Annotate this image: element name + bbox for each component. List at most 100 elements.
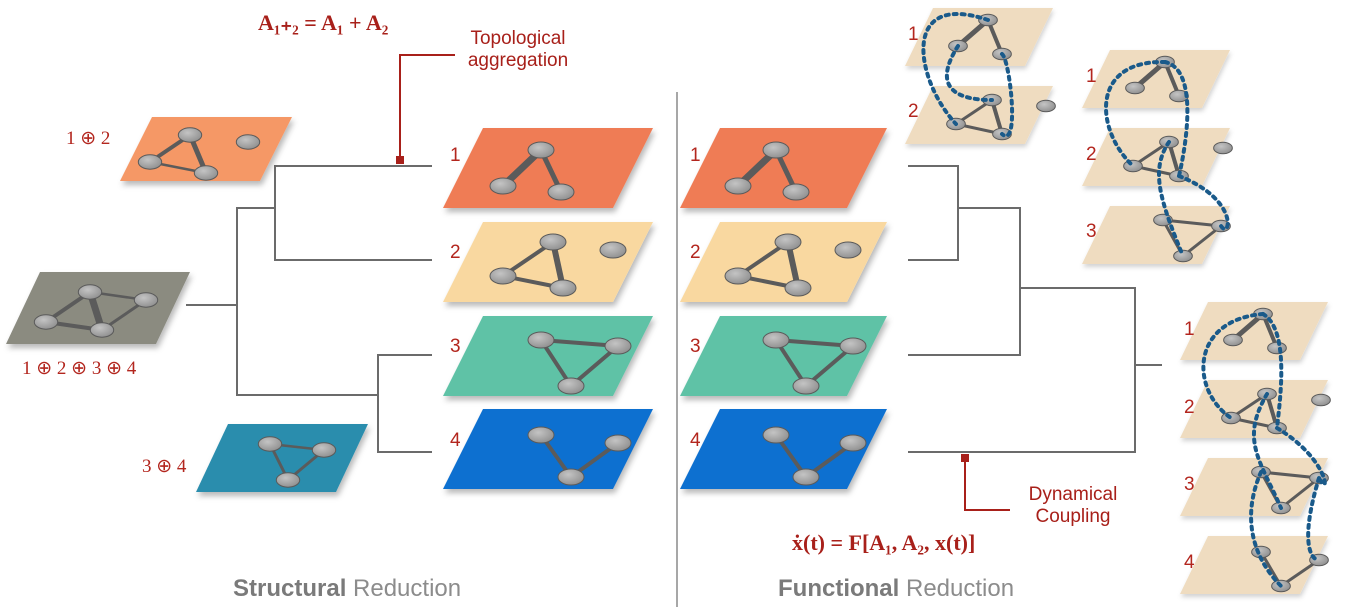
merged-label-12: 1 ⊕ 2 xyxy=(66,128,110,149)
structural-layer-label-4: 4 xyxy=(450,430,461,451)
network-node xyxy=(762,426,790,444)
functional-caption: Functional Reduction xyxy=(778,575,1014,602)
stack12-label-1: 1 xyxy=(908,24,919,45)
network-node xyxy=(1311,393,1331,407)
network-node xyxy=(257,436,283,452)
network-edge xyxy=(1279,476,1321,510)
network-node xyxy=(1267,341,1287,355)
network-node xyxy=(762,331,790,349)
merged-label-1234: 1 ⊕ 2 ⊕ 3 ⊕ 4 xyxy=(22,358,137,379)
stack1234-layer-1 xyxy=(1180,302,1328,360)
stack1234-coupling xyxy=(1201,312,1265,420)
network-node xyxy=(133,292,159,308)
structural-layer-label-1: 1 xyxy=(450,145,461,166)
stack123-label-2: 2 xyxy=(1086,144,1097,165)
network-node xyxy=(1223,333,1243,347)
structural-layer-label-3: 3 xyxy=(450,336,461,357)
topological-aggregation-annotation: Topological aggregation A₁₊₂ = A₁ + A₂ xyxy=(258,10,568,164)
structural-caption: Structural Reduction xyxy=(233,575,461,602)
stack12-coupling xyxy=(921,12,990,126)
annotation-dynamical-line2: Coupling xyxy=(1036,506,1111,527)
network-node xyxy=(834,241,862,259)
dynamical-coupling-annotation: Dynamical Coupling ẋ(t) = F[A₁, A₂, x(t)… xyxy=(792,454,1117,555)
functional-layer-3 xyxy=(680,316,887,396)
stack12-coupling xyxy=(944,44,994,102)
stack1234-label-3: 3 xyxy=(1184,474,1195,495)
network-node xyxy=(792,377,820,395)
network-node xyxy=(311,442,337,458)
network-node xyxy=(77,284,103,300)
network-node xyxy=(724,267,752,285)
stack12-label-2: 2 xyxy=(908,101,919,122)
stack123-label-1: 1 xyxy=(1086,66,1097,87)
network-node xyxy=(784,279,812,297)
structural-layer-4 xyxy=(443,409,653,489)
network-node xyxy=(557,468,585,486)
stack12-layer-1 xyxy=(905,8,1053,66)
stack1234-label-1: 1 xyxy=(1184,319,1195,340)
network-node xyxy=(177,127,203,143)
network-node xyxy=(489,177,517,195)
stack12-layer-2 xyxy=(905,86,1053,144)
stack123-coupling xyxy=(1163,60,1190,178)
network-node xyxy=(137,154,163,170)
network-node xyxy=(774,233,802,251)
stack1234-coupling xyxy=(1306,476,1321,562)
network-node xyxy=(89,322,115,338)
network-node xyxy=(33,314,59,330)
stack1234-label-2: 2 xyxy=(1184,397,1195,418)
merged-label-34: 3 ⊕ 4 xyxy=(142,456,187,477)
network-node xyxy=(547,183,575,201)
structural-dendrogram xyxy=(186,165,432,453)
network-node xyxy=(1036,99,1056,113)
stack1234-coupling xyxy=(1251,392,1283,510)
network-node xyxy=(599,241,627,259)
network-node xyxy=(1173,249,1193,263)
network-node xyxy=(489,267,517,285)
network-node xyxy=(527,141,555,159)
network-node xyxy=(527,331,555,349)
structural-layer-label-2: 2 xyxy=(450,242,461,263)
stack123-label-3: 3 xyxy=(1086,221,1097,242)
network-node xyxy=(1125,81,1145,95)
stack1234-layer-2 xyxy=(1180,380,1328,438)
functional-layer-4 xyxy=(680,409,887,489)
stack1234-coupling xyxy=(1275,426,1327,487)
functional-formula: ẋ(t) = F[A₁, A₂, x(t)] xyxy=(792,530,975,555)
stack1234-label-4: 4 xyxy=(1184,552,1195,573)
network-node xyxy=(193,165,219,181)
network-node xyxy=(604,434,632,452)
functional-dendrogram xyxy=(908,165,1162,453)
network-edge xyxy=(1181,224,1223,258)
stack12-coupling xyxy=(1000,52,1015,138)
network-node xyxy=(1123,159,1143,173)
structural-layer-3 xyxy=(443,316,653,396)
network-node xyxy=(604,337,632,355)
network-node xyxy=(539,233,567,251)
network-node xyxy=(762,141,790,159)
functional-layer-label-3: 3 xyxy=(690,336,701,357)
network-node xyxy=(724,177,752,195)
stack1234-coupling xyxy=(1249,470,1283,588)
network-node xyxy=(235,134,261,150)
network-node xyxy=(839,337,867,355)
stack123-coupling xyxy=(1157,140,1185,258)
functional-layer-label-1: 1 xyxy=(690,145,701,166)
annotation-dynamical-line1: Dynamical xyxy=(1029,484,1118,505)
network-node xyxy=(527,426,555,444)
merged-layer-34 xyxy=(196,424,368,492)
network-node xyxy=(275,472,301,488)
stack123-layer-1 xyxy=(1082,50,1230,108)
structural-formula: A₁₊₂ = A₁ + A₂ xyxy=(258,10,389,35)
stack123-coupling xyxy=(1104,59,1167,168)
network-node xyxy=(782,183,810,201)
stack1234-coupling xyxy=(1261,312,1284,430)
network-node xyxy=(549,279,577,297)
structural-layer-2 xyxy=(443,222,653,302)
network-node xyxy=(792,468,820,486)
network-node xyxy=(557,377,585,395)
annotation-topological-line2: aggregation xyxy=(468,50,568,71)
functional-layer-label-2: 2 xyxy=(690,242,701,263)
network-node xyxy=(1213,141,1233,155)
